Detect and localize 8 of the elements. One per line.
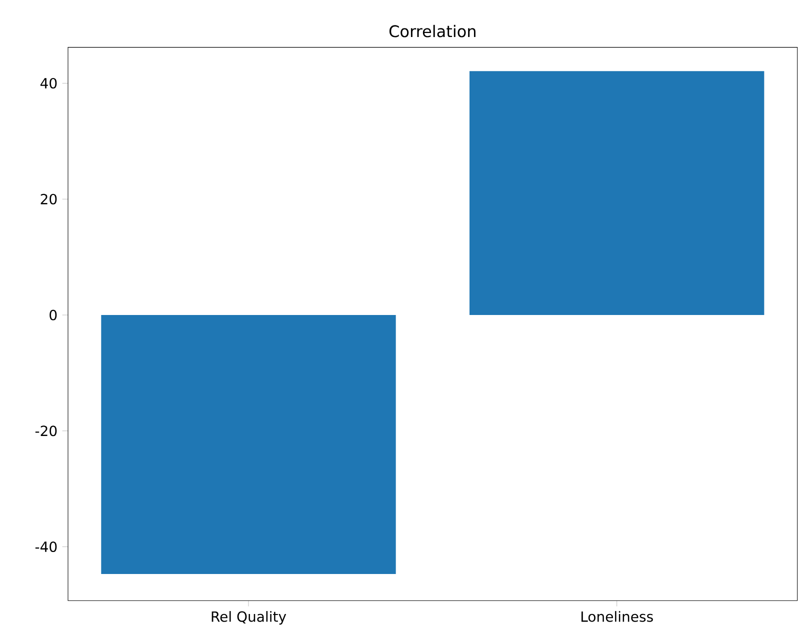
- x-tick-label: Loneliness: [581, 611, 653, 622]
- y-tick-label: 0: [50, 310, 57, 320]
- x-tick-label: Rel Quality: [212, 611, 286, 625]
- y-tick-label: -20: [35, 426, 57, 436]
- y-tick-label: 40: [40, 78, 57, 89]
- y-tick-label: -40: [35, 541, 57, 552]
- y-tick-label: 20: [40, 194, 57, 204]
- chart-title: Correlation: [389, 24, 476, 38]
